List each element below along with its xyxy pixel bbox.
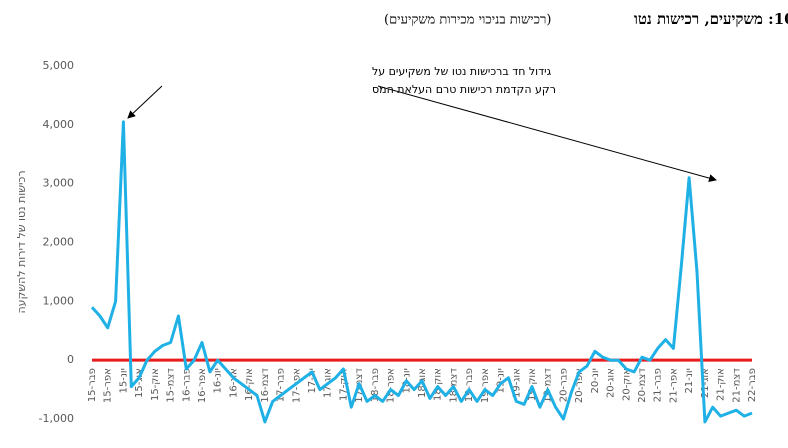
x-tick-label: אפר-15 bbox=[103, 368, 114, 403]
y-tick-label: -1,000 bbox=[39, 412, 74, 425]
x-tick-label: פבר-21 bbox=[653, 368, 664, 402]
x-tick-label: פבר-16 bbox=[181, 368, 192, 402]
x-tick-label: אפר-20 bbox=[574, 368, 585, 403]
x-tick-label: יונ-16 bbox=[213, 368, 224, 393]
x-tick-label: אוק-15 bbox=[150, 368, 161, 401]
x-tick-label: יונ-17 bbox=[307, 368, 318, 393]
x-tick-label: אפר-16 bbox=[197, 368, 208, 403]
x-tick-label: אפר-17 bbox=[291, 368, 302, 403]
x-tick-label: יונ-21 bbox=[684, 368, 695, 393]
x-tick-label: פבר-20 bbox=[558, 368, 569, 402]
x-tick-label: אוק-16 bbox=[244, 368, 255, 401]
y-axis-label: רכישות נטו של דירות להשקעה bbox=[15, 170, 28, 313]
x-tick-label: אפר-18 bbox=[386, 368, 397, 403]
x-tick-label: דצמ-20 bbox=[637, 368, 648, 403]
chart-title: תרשים 10: משקיעים, רכישות נטו bbox=[634, 10, 788, 28]
y-tick-label: 3,000 bbox=[43, 177, 75, 190]
x-tick-label: אוק-19 bbox=[527, 368, 538, 401]
x-tick-label: אוג-20 bbox=[606, 368, 617, 398]
x-tick-label: אפר-21 bbox=[668, 368, 679, 403]
x-tick-label: פבר-18 bbox=[370, 368, 381, 402]
y-tick-label: 0 bbox=[67, 353, 74, 366]
chart-subtitle: (רכישות בניכוי מכירות משקיעים) bbox=[384, 13, 551, 28]
x-tick-label: דצמ-18 bbox=[448, 368, 459, 403]
arrow bbox=[377, 85, 717, 182]
x-tick-label: יונ-15 bbox=[118, 368, 129, 393]
y-tick-label: 2,000 bbox=[43, 236, 75, 249]
x-tick-label: אוק-18 bbox=[433, 368, 444, 401]
x-tick-label: אפר-19 bbox=[480, 368, 491, 403]
x-tick-label: אוג-15 bbox=[134, 368, 145, 398]
x-tick-label: פבר-15 bbox=[87, 368, 98, 402]
x-tick-label: פבר-17 bbox=[276, 368, 287, 402]
y-tick-label: 4,000 bbox=[43, 118, 75, 131]
annotation: גידול חד ברכישות נטו של משקיעים על bbox=[372, 65, 552, 78]
x-tick-label: אוג-21 bbox=[700, 368, 711, 398]
x-tick-label: יונ-20 bbox=[590, 368, 601, 393]
arrow bbox=[127, 85, 163, 119]
x-tick-label: אוג-16 bbox=[228, 368, 239, 398]
x-tick-label: אוק-20 bbox=[621, 368, 632, 401]
x-tick-label: דצמ-15 bbox=[166, 368, 177, 403]
x-tick-label: דצמ-16 bbox=[260, 368, 271, 403]
y-tick-label: 5,000 bbox=[43, 59, 75, 72]
x-tick-label: פבר-22 bbox=[747, 368, 758, 402]
x-tick-label: דצמ-19 bbox=[543, 368, 554, 403]
y-tick-label: 1,000 bbox=[43, 294, 75, 307]
x-tick-label: דצמ-21 bbox=[731, 368, 742, 403]
data-line bbox=[90, 120, 753, 424]
x-tick-label: אוק-17 bbox=[338, 368, 349, 401]
x-tick-label: אוג-19 bbox=[511, 368, 522, 398]
x-tick-label: אוק-21 bbox=[716, 368, 727, 401]
x-tick-label: יונ-19 bbox=[496, 368, 507, 393]
x-tick-label: פבר-19 bbox=[464, 368, 475, 402]
annotation: רקע הקדמת רכישות טרם העלאת המס bbox=[372, 83, 556, 96]
